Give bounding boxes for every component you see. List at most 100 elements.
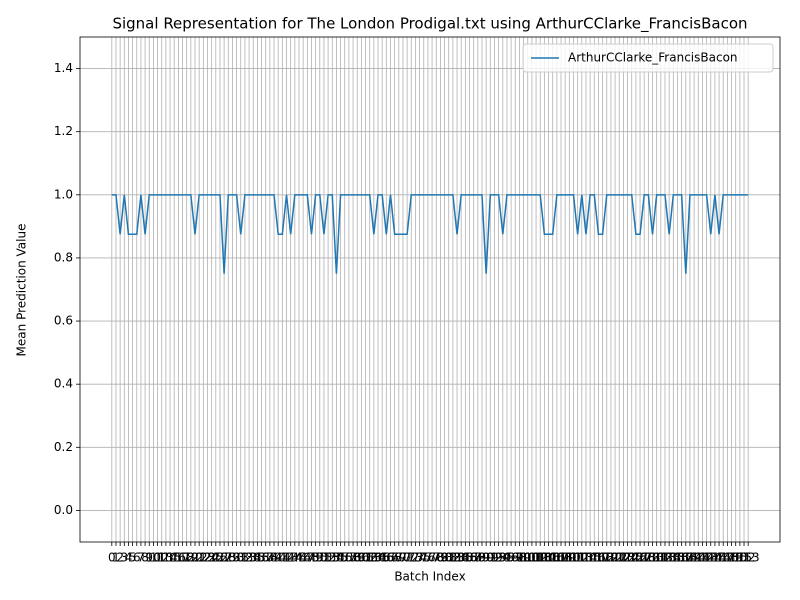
x-tick-label: 48: [304, 551, 319, 565]
x-tick-label: 142: [691, 551, 714, 565]
x-tick-label: 35: [250, 551, 265, 565]
x-tick-label: 113: [570, 551, 593, 565]
x-tick-label: 65: [375, 551, 390, 565]
x-tick-label: 26: [212, 551, 227, 565]
x-tick-label: 114: [575, 551, 598, 565]
x-tick-label: 110: [558, 551, 581, 565]
x-tick-label: 76: [420, 551, 435, 565]
x-tick-label: 115: [579, 551, 602, 565]
y-tick-label: 1.2: [54, 124, 73, 138]
x-tick-label: 148: [716, 551, 739, 565]
line-series: [111, 194, 749, 274]
x-tick-label: 138: [674, 551, 697, 565]
x-tick-label: 42: [279, 551, 294, 565]
x-tick-label: 38: [262, 551, 277, 565]
x-tick-label: 99: [516, 551, 531, 565]
x-tick-label: 147: [712, 551, 735, 565]
x-tick-label: 100: [516, 551, 539, 565]
y-tick-label: 0.2: [54, 440, 73, 454]
x-tick-label: 28: [221, 551, 236, 565]
x-tick-label: 24: [204, 551, 219, 565]
x-tick-label: 117: [587, 551, 610, 565]
x-tick-label: 135: [662, 551, 685, 565]
x-tick-label: 119: [595, 551, 618, 565]
x-tick-label: 84: [454, 551, 469, 565]
x-tick-label: 140: [683, 551, 706, 565]
x-tick-label: 10: [146, 551, 161, 565]
x-tick-label: 81: [441, 551, 456, 565]
legend-label: ArthurCClarke_FrancisBacon: [568, 51, 738, 65]
x-tick-label: 139: [678, 551, 701, 565]
x-tick-label: 31: [233, 551, 248, 565]
x-axis-label: Batch Index: [394, 570, 465, 584]
x-tick-label: 107: [545, 551, 568, 565]
x-tick-label: 13: [158, 551, 173, 565]
x-tick-label: 68: [387, 551, 402, 565]
x-tick-label: 58: [345, 551, 360, 565]
x-tick-label: 55: [333, 551, 348, 565]
x-tick-label: 63: [366, 551, 381, 565]
y-tick-label: 0.0: [54, 503, 73, 517]
x-tick-label: 125: [620, 551, 643, 565]
x-tick-label: 89: [474, 551, 489, 565]
x-tick-label: 83: [449, 551, 464, 565]
x-tick-label: 3: [120, 551, 128, 565]
x-tick-label: 97: [508, 551, 523, 565]
x-tick-label: 90: [479, 551, 494, 565]
x-tick-label: 80: [437, 551, 452, 565]
x-tick-label: 20: [187, 551, 202, 565]
x-tick-label: 15: [167, 551, 182, 565]
x-tick-label: 93: [491, 551, 506, 565]
x-tick-label: 92: [487, 551, 502, 565]
plot-frame: [79, 36, 781, 543]
x-tick-label: 1: [112, 551, 120, 565]
x-tick-label: 62: [362, 551, 377, 565]
x-tick-label: 37: [258, 551, 273, 565]
legend-box: [522, 43, 774, 73]
x-tick-label: 102: [525, 551, 548, 565]
x-tick-label: 78: [429, 551, 444, 565]
y-tick-label: 1.0: [54, 187, 73, 201]
x-tick-label: 40: [271, 551, 286, 565]
x-tick-label: 23: [200, 551, 215, 565]
x-tick-label: 146: [708, 551, 731, 565]
x-tick-label: 108: [550, 551, 573, 565]
x-tick-label: 51: [316, 551, 331, 565]
x-tick-label: 85: [458, 551, 473, 565]
x-tick-label: 52: [320, 551, 335, 565]
x-tick-label: 133: [654, 551, 677, 565]
x-tick-label: 153: [737, 551, 760, 565]
x-tick-label: 98: [512, 551, 527, 565]
x-tick-label: 120: [599, 551, 622, 565]
y-tick-label: 0.8: [54, 250, 73, 264]
x-tick-label: 4: [125, 551, 133, 565]
x-tick-label: 61: [358, 551, 373, 565]
x-tick-label: 44: [287, 551, 302, 565]
x-tick-label: 74: [412, 551, 427, 565]
x-tick-label: 128: [633, 551, 656, 565]
x-tick-label: 86: [462, 551, 477, 565]
x-tick-label: 54: [329, 551, 344, 565]
x-tick-label: 122: [608, 551, 631, 565]
x-tick-label: 144: [699, 551, 722, 565]
x-tick-label: 109: [554, 551, 577, 565]
x-tick-label: 79: [433, 551, 448, 565]
x-tick-label: 66: [379, 551, 394, 565]
x-tick-label: 17: [175, 551, 190, 565]
x-tick-label: 96: [503, 551, 518, 565]
x-tick-label: 41: [275, 551, 290, 565]
x-tick-label: 30: [229, 551, 244, 565]
x-tick-label: 57: [341, 551, 356, 565]
x-tick-label: 69: [391, 551, 406, 565]
x-tick-label: 116: [583, 551, 606, 565]
x-tick-label: 34: [246, 551, 261, 565]
x-tick-label: 104: [533, 551, 556, 565]
x-tick-label: 105: [537, 551, 560, 565]
x-tick-label: 43: [283, 551, 298, 565]
x-tick-label: 9: [145, 551, 153, 565]
x-tick-label: 47: [300, 551, 315, 565]
x-tick-label: 129: [637, 551, 660, 565]
x-tick-label: 145: [703, 551, 726, 565]
x-tick-label: 21: [192, 551, 207, 565]
